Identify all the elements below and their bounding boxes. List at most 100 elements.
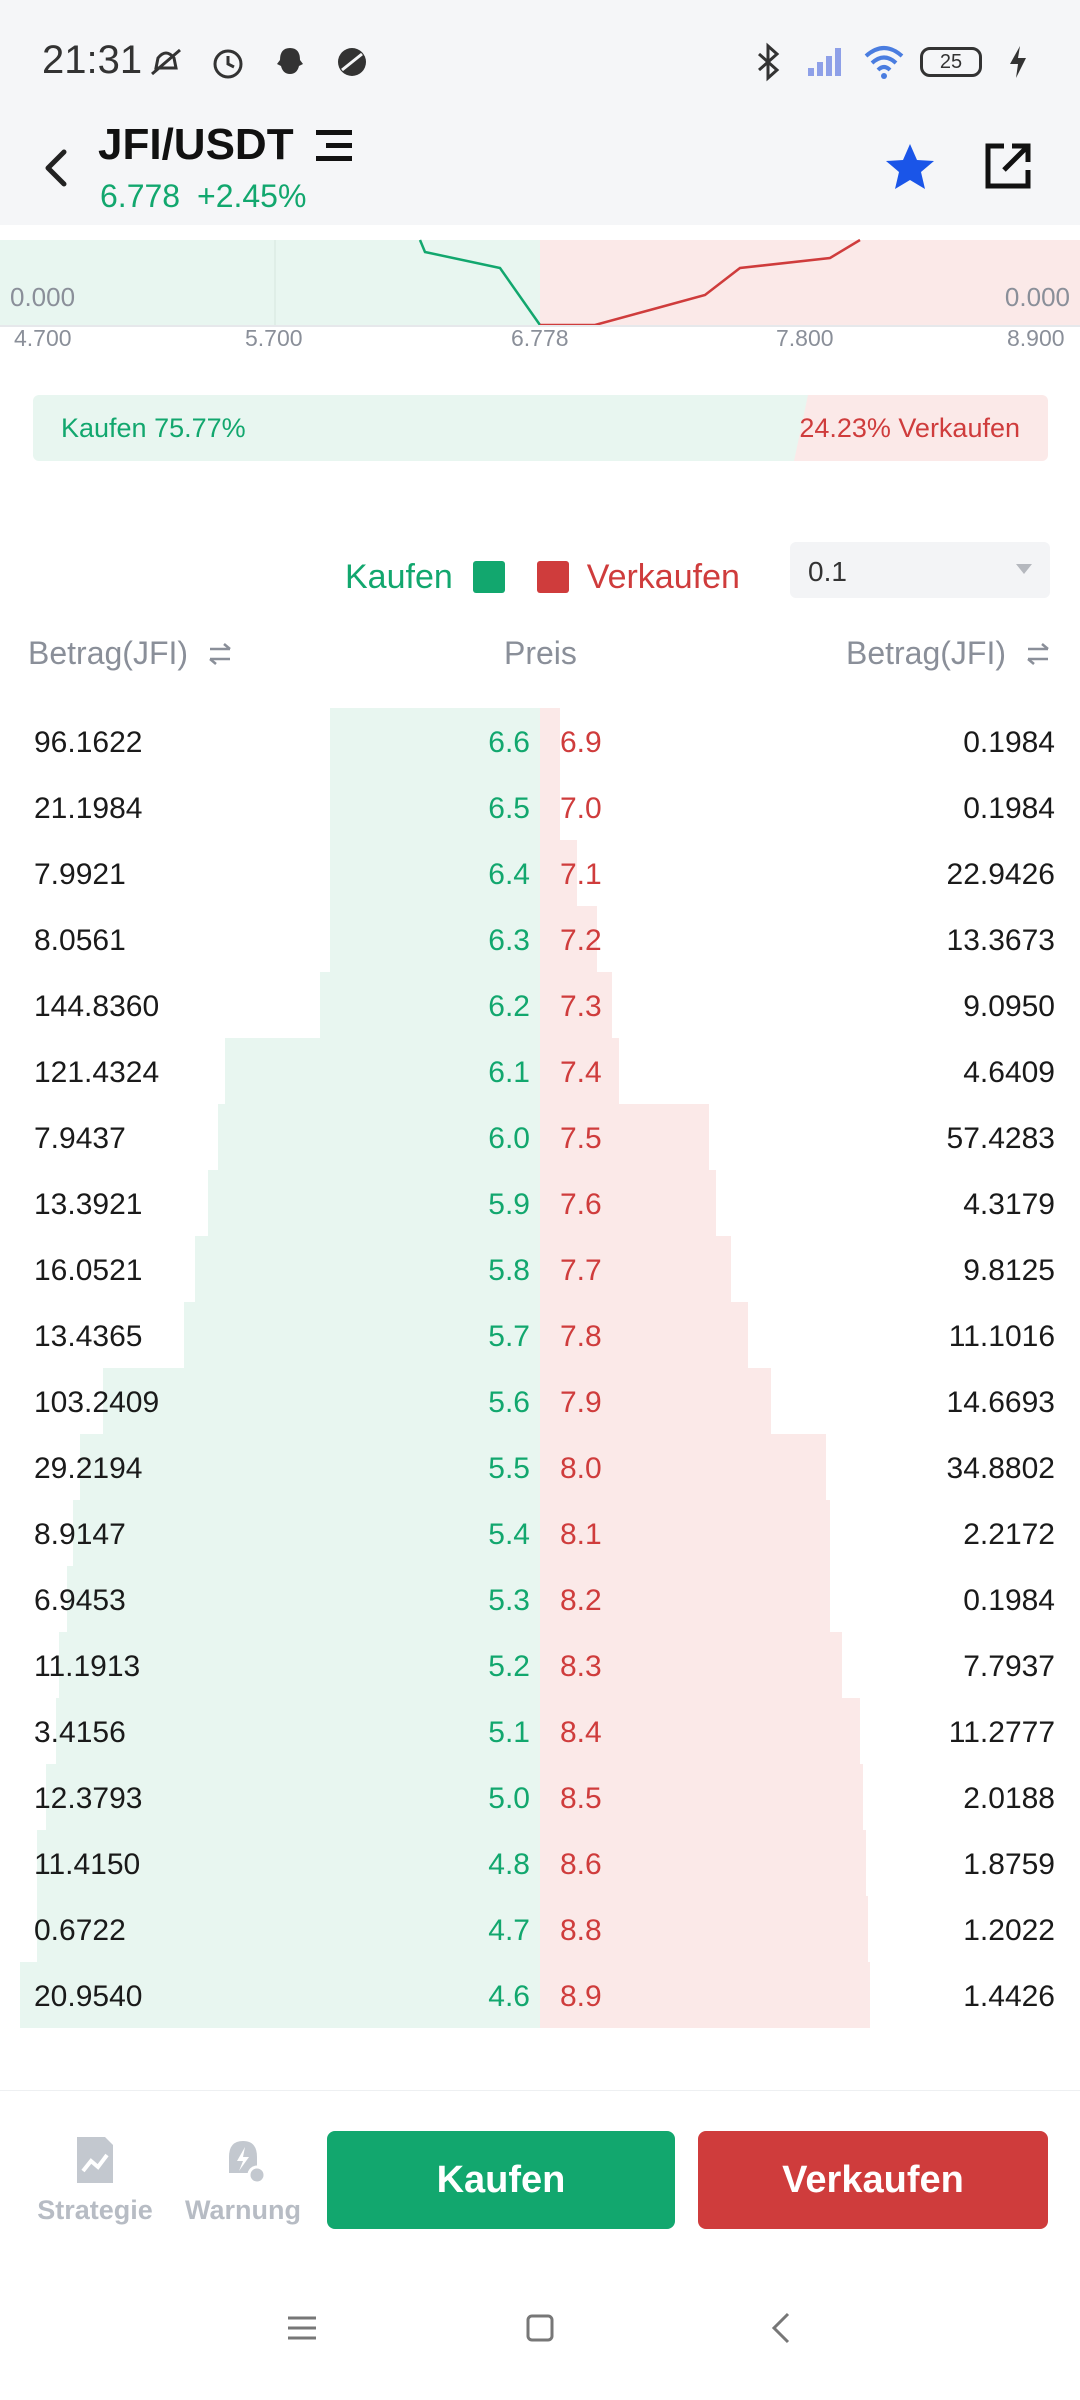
ask-depth-bar	[540, 1104, 709, 1170]
ask-price: 8.4	[560, 1716, 602, 1749]
ask-price: 7.1	[560, 858, 602, 891]
alert-icon	[229, 2141, 267, 2185]
orderbook-legend: Kaufen Verkaufen	[345, 552, 740, 602]
alarm-icon	[206, 40, 250, 84]
bid-price: 5.6	[488, 1386, 530, 1419]
orderbook-row[interactable]: 13.3921 5.9 7.6 4.3179	[0, 1170, 1080, 1236]
ask-depth-bar	[540, 1632, 842, 1698]
bid-depth-bar	[330, 906, 540, 972]
ask-amount: 4.3179	[963, 1188, 1055, 1221]
bid-depth-bar	[184, 1302, 540, 1368]
status-icons-left	[144, 40, 374, 84]
orderbook-row[interactable]: 6.9453 5.3 8.2 0.1984	[0, 1566, 1080, 1632]
menu-icon[interactable]	[272, 2298, 332, 2358]
bid-depth-bar	[218, 1104, 540, 1170]
pair-menu-button[interactable]	[312, 124, 356, 168]
ask-depth-bar	[540, 1698, 860, 1764]
orderbook-row[interactable]: 11.1913 5.2 8.3 7.7937	[0, 1632, 1080, 1698]
bid-depth-bar	[195, 1236, 540, 1302]
orderbook-row[interactable]: 8.9147 5.4 8.1 2.2172	[0, 1500, 1080, 1566]
bid-amount-header[interactable]: Betrag(JFI)	[28, 635, 234, 672]
charging-icon	[996, 40, 1040, 84]
share-button[interactable]	[978, 136, 1038, 196]
bid-amount: 8.0561	[34, 924, 126, 957]
bid-depth-bar	[103, 1368, 540, 1434]
orderbook-row[interactable]: 144.8360 6.2 7.3 9.0950	[0, 972, 1080, 1038]
bid-price: 5.1	[488, 1716, 530, 1749]
ask-price: 7.2	[560, 924, 602, 957]
bid-amount: 11.4150	[34, 1848, 141, 1881]
list-icon	[316, 130, 352, 161]
sell-button[interactable]: Verkaufen	[698, 2131, 1048, 2229]
ask-amount: 14.6693	[946, 1386, 1055, 1419]
ask-amount: 2.0188	[963, 1782, 1055, 1815]
orderbook-row[interactable]: 103.2409 5.6 7.9 14.6693	[0, 1368, 1080, 1434]
back-button[interactable]	[28, 138, 88, 198]
orderbook-row[interactable]: 8.0561 6.3 7.2 13.3673	[0, 906, 1080, 972]
signal-icon	[804, 40, 848, 84]
swap-icon	[1027, 642, 1049, 665]
bid-depth-bar	[46, 1764, 540, 1830]
alert-button[interactable]: Warnung	[178, 2133, 308, 2226]
favorite-button[interactable]	[880, 138, 940, 198]
ask-amount: 0.1984	[963, 726, 1055, 759]
pair-title[interactable]: JFI/USDT	[98, 120, 294, 169]
precision-select[interactable]: 0.1	[790, 542, 1050, 598]
orderbook-row[interactable]: 21.1984 6.5 7.0 0.1984	[0, 774, 1080, 840]
bid-amount: 103.2409	[34, 1386, 160, 1419]
orderbook-row[interactable]: 13.4365 5.7 7.8 11.1016	[0, 1302, 1080, 1368]
ratio-sell-fill	[794, 395, 1048, 461]
ask-depth-bar	[540, 1170, 716, 1236]
orderbook-row[interactable]: 7.9437 6.0 7.5 57.4283	[0, 1104, 1080, 1170]
orderbook-row[interactable]: 11.4150 4.8 8.6 1.8759	[0, 1830, 1080, 1896]
buy-button[interactable]: Kaufen	[327, 2131, 675, 2229]
strategy-button[interactable]: Strategie	[30, 2133, 160, 2226]
bid-depth-bar	[330, 774, 540, 840]
ask-price: 8.6	[560, 1848, 602, 1881]
orderbook-row[interactable]: 121.4324 6.1 7.4 4.6409	[0, 1038, 1080, 1104]
orderbook-row[interactable]: 0.6722 4.7 8.8 1.2022	[0, 1896, 1080, 1962]
ask-amount: 4.6409	[963, 1056, 1055, 1089]
ask-depth-bar	[540, 1368, 771, 1434]
orderbook-row[interactable]: 29.2194 5.5 8.0 34.8802	[0, 1434, 1080, 1500]
bid-depth-bar	[37, 1830, 540, 1896]
ask-amount: 9.8125	[963, 1254, 1055, 1287]
ask-amount-header-label: Betrag(JFI)	[845, 635, 1006, 671]
back-icon[interactable]	[752, 2298, 812, 2358]
ask-price: 7.7	[560, 1254, 602, 1287]
depth-chart	[0, 238, 1080, 327]
ask-price: 7.0	[560, 792, 602, 825]
orderbook-row[interactable]: 16.0521 5.8 7.7 9.8125	[0, 1236, 1080, 1302]
orderbook-row[interactable]: 20.9540 4.6 8.9 1.4426	[0, 1962, 1080, 2028]
bid-depth-bar	[73, 1500, 540, 1566]
ask-depth-bar	[540, 972, 612, 1038]
orderbook-row[interactable]: 96.1622 6.6 6.9 0.1984	[0, 708, 1080, 774]
home-icon[interactable]	[510, 2298, 570, 2358]
ask-amount: 0.1984	[963, 1584, 1055, 1617]
bid-depth-bar	[330, 708, 540, 774]
ask-price: 7.6	[560, 1188, 602, 1221]
status-time: 21:31	[42, 38, 143, 82]
ask-depth-bar	[540, 1038, 619, 1104]
bid-depth-bar	[225, 1038, 540, 1104]
ask-amount: 57.4283	[946, 1122, 1055, 1155]
ask-amount: 22.9426	[946, 858, 1055, 891]
star-icon	[886, 144, 934, 189]
orderbook-row[interactable]: 7.9921 6.4 7.1 22.9426	[0, 840, 1080, 906]
ask-price: 7.8	[560, 1320, 602, 1353]
bid-depth-bar	[37, 1896, 540, 1962]
mute-icon	[144, 40, 188, 84]
ask-depth-bar	[540, 1962, 870, 2028]
orderbook-row[interactable]: 3.4156 5.1 8.4 11.2777	[0, 1698, 1080, 1764]
battery-icon: 25	[920, 47, 982, 77]
ask-depth-bar	[540, 774, 560, 840]
ask-price: 8.9	[560, 1980, 602, 2013]
bid-price: 6.5	[488, 792, 530, 825]
ask-depth-bar	[540, 1434, 826, 1500]
ask-amount-header[interactable]: Betrag(JFI)	[846, 635, 1052, 672]
battery-level: 25	[939, 50, 963, 73]
legend-buy-swatch	[472, 561, 505, 593]
bid-price: 5.4	[488, 1518, 530, 1551]
orderbook-row[interactable]: 12.3793 5.0 8.5 2.0188	[0, 1764, 1080, 1830]
alert-label: Warnung	[185, 2195, 301, 2225]
